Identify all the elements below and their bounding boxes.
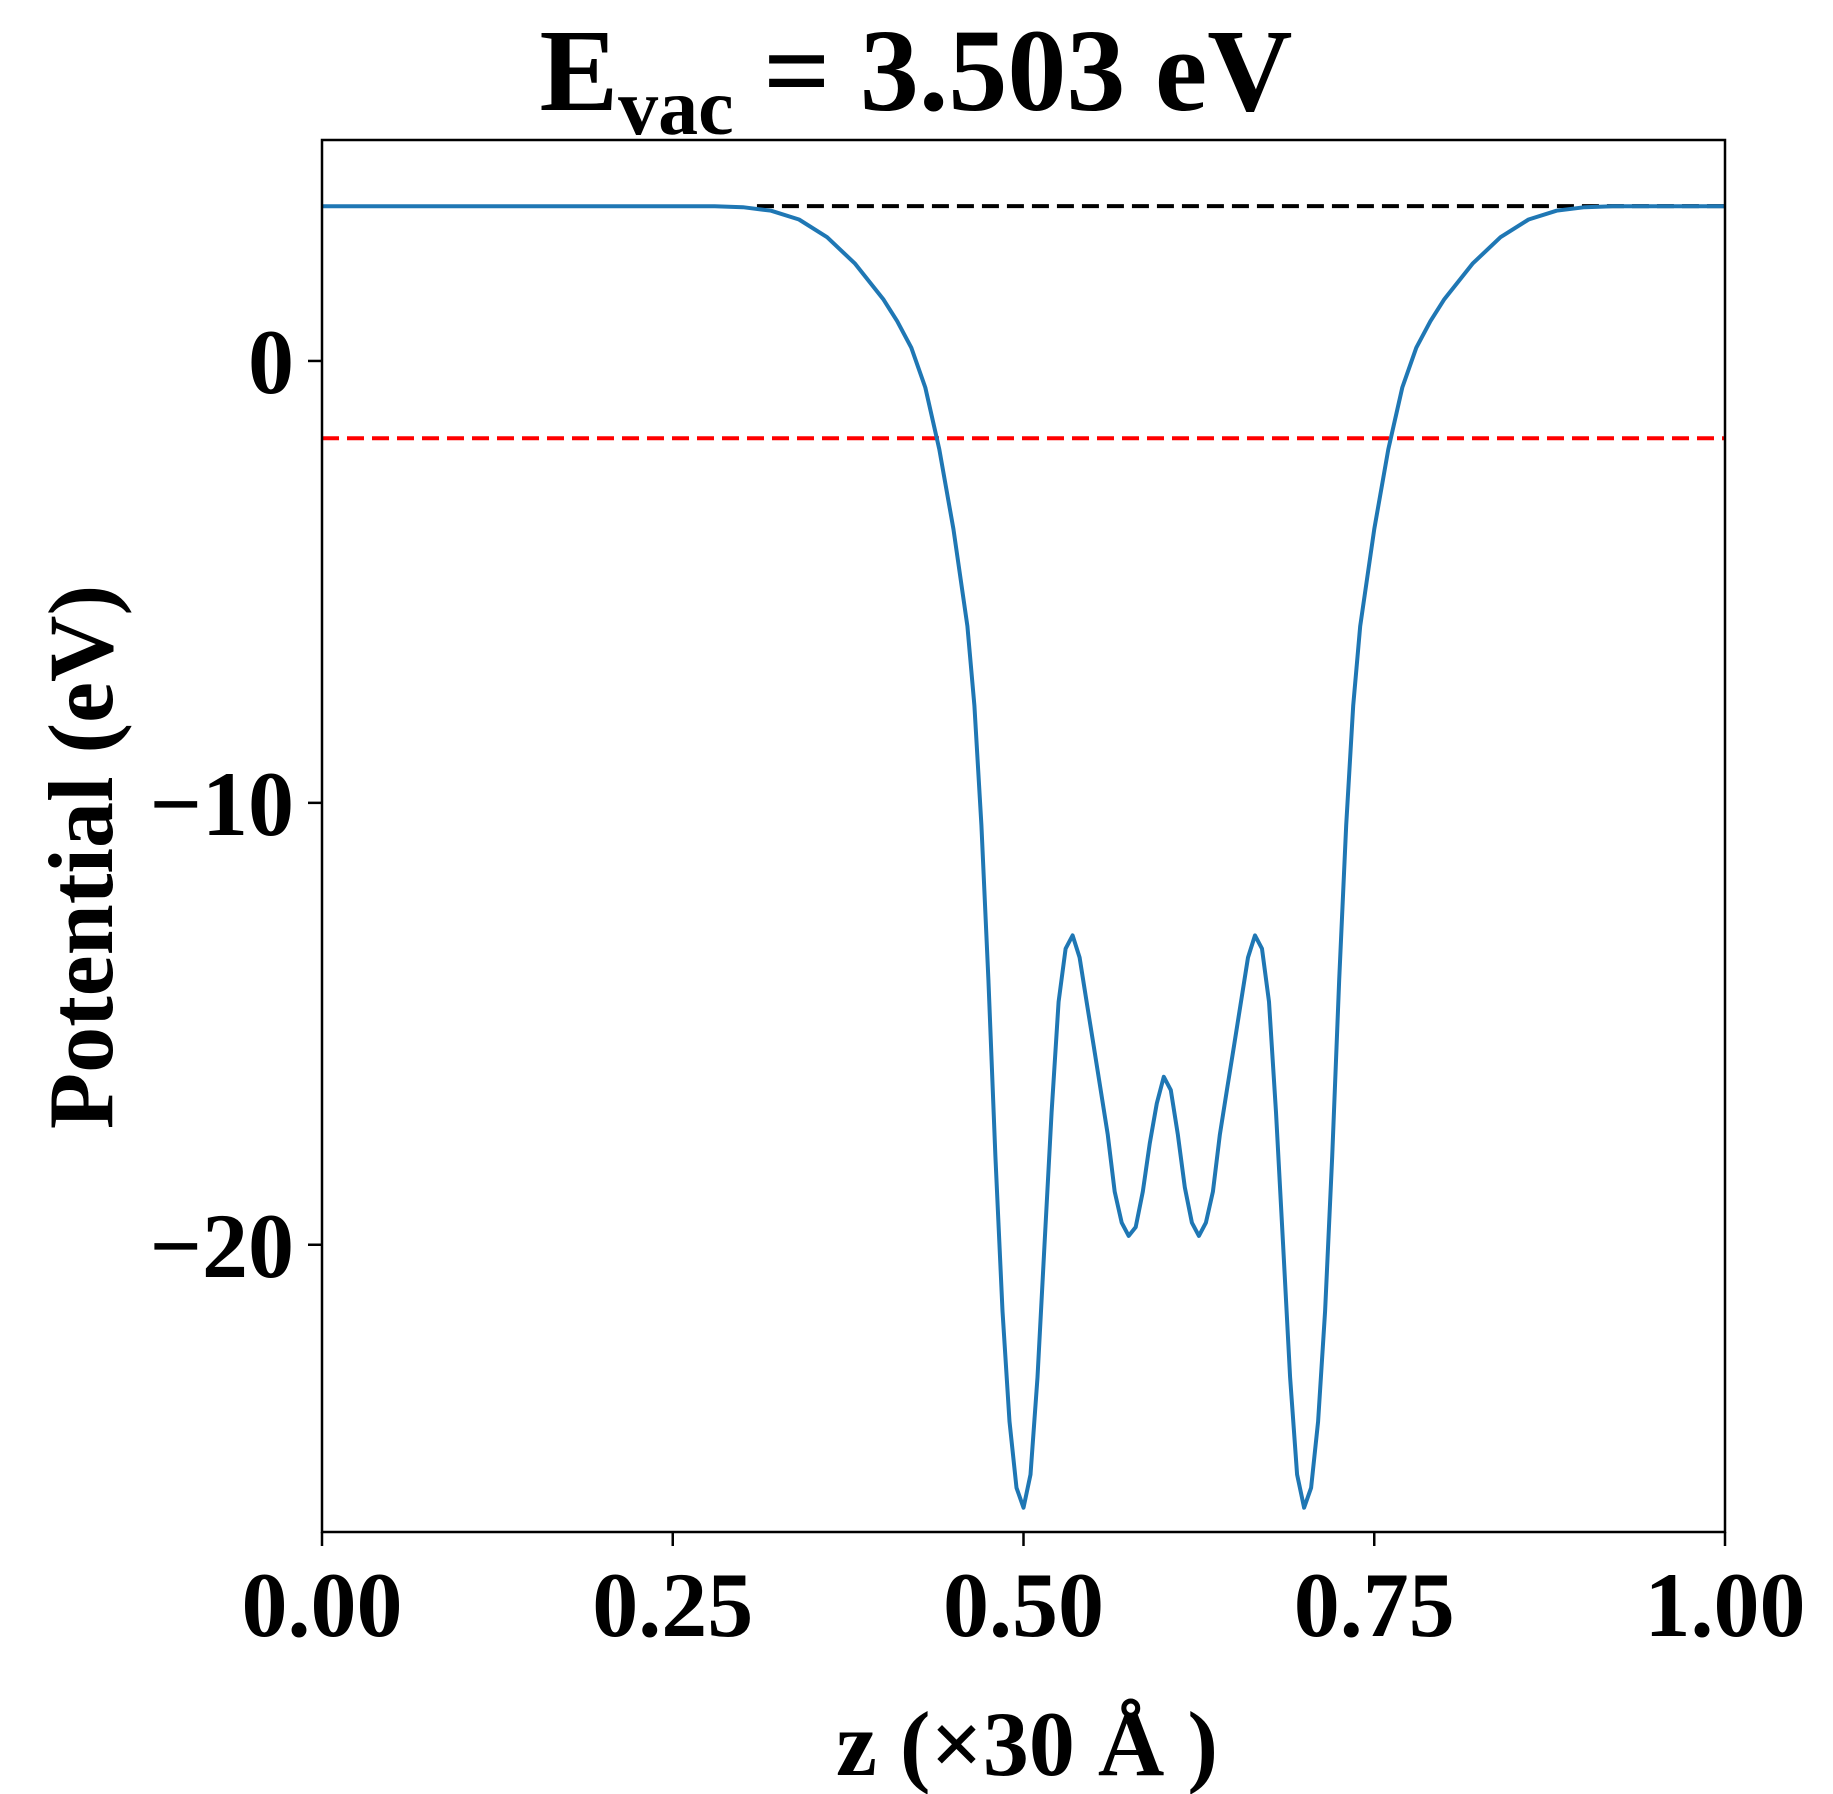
y-tick-label: −10 (150, 753, 294, 855)
chart-title: Evac = 3.503 eV (539, 5, 1292, 152)
x-tick-label: 0.50 (943, 1554, 1104, 1656)
x-tick-label: 1.00 (1645, 1554, 1806, 1656)
chart-title-subscript: vac (618, 64, 734, 152)
x-tick-label: 0.75 (1294, 1554, 1455, 1656)
y-axis-label: Potential (eV) (30, 585, 132, 1129)
x-tick-label: 0.25 (592, 1554, 753, 1656)
plot-area: 0.00 0.25 0.50 0.75 1.00 0 −10 −20 (150, 138, 1806, 1656)
potential-series-line (322, 204, 1725, 1510)
y-tick-label: −20 (150, 1195, 294, 1297)
plot-frame (320, 138, 1727, 1534)
y-tick-label: 0 (248, 311, 294, 413)
chart-title-main: E (539, 5, 618, 136)
chart-title-rest: = 3.503 eV (734, 5, 1293, 136)
x-axis-label: z (×30 Å ) (836, 1693, 1218, 1794)
x-tick-label: 0.00 (242, 1554, 403, 1656)
